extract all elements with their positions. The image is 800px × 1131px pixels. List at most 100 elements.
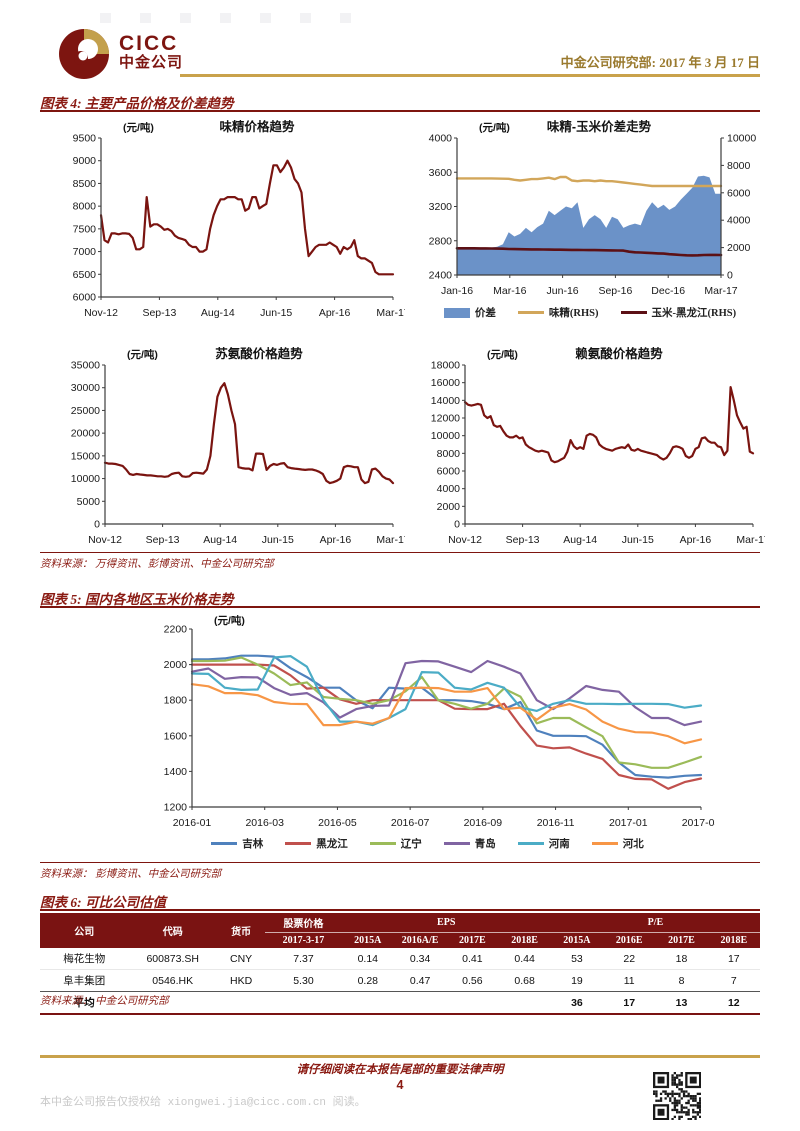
x-tick-label: Aug-14 [203,534,237,546]
y-tick-label-right: 6000 [727,187,751,199]
x-tick-label: Sep-13 [146,534,180,546]
table-cell: 8 [655,969,708,992]
table-cell: 13 [655,991,708,1015]
legend-item-辽宁: 辽宁 [369,836,422,851]
corn-price-by-region-svg: (元/吨) 1200 1400 1600 1800 2000 2200 2016-01 2016… [164,614,721,829]
threonine-price-trend-svg: 苏氨酸价格趋势 (元/吨) 0 5000 10000 15000 20000 25000 300… [71,346,410,546]
msg-corn-spread-chart: 味精-玉米价差走势 (元/吨) 2400 2800 3200 3600 4000 0 2000 4… [415,118,765,306]
chart-title: 苏氨酸价格趋势 [215,346,303,361]
x-tick-label: Dec-16 [651,285,685,297]
figure4-rule [40,110,760,112]
table-cell: 12 [707,991,760,1015]
line-辽宁 [190,656,703,769]
y-tick-label: 9500 [73,133,97,145]
lysine-price-trend-svg: 赖氨酸价格趋势 (元/吨) 0 2000 4000 6000 8000 10000 12000 1… [431,346,770,546]
header-rule [180,74,760,77]
table-cell [498,991,551,1015]
y-tick-label: 2400 [429,270,453,282]
x-tick-label: 2016-05 [318,817,357,829]
y-tick-label: 4000 [429,133,453,145]
x-tick-label: Sep-13 [142,307,176,319]
legend-label: 辽宁 [400,839,422,850]
table-cell: 11 [603,969,656,992]
legend-swatch [443,841,470,846]
table-cell: 0.44 [498,948,551,970]
y-tick-label: 1800 [164,695,188,707]
col-eps-2015a: 2015A [341,932,394,948]
faded-top-watermark [100,10,380,28]
y-tick-label: 30000 [71,382,100,394]
table-cell [265,991,342,1015]
table-cell: 0.68 [498,969,551,992]
table-cell [216,991,266,1015]
line-赖氨酸 [463,385,755,464]
x-tick-label: 2016-07 [391,817,430,829]
y-tick-label: 1200 [164,802,188,814]
y-tick-label: 8000 [73,201,97,213]
table-cell: 平均 [40,991,129,1015]
lysine-price-chart: 赖氨酸价格趋势 (元/吨) 0 2000 4000 6000 8000 10000 12000 1… [415,345,770,555]
col-eps-2016ae: 2016A/E [393,932,447,948]
x-tick-label: Mar-17 [376,307,405,319]
figure4-name: 主要产品价格及价差趋势 [85,96,234,111]
table-cell: HKD [216,969,266,992]
figure5-name: 国内各地区玉米价格走势 [85,592,234,607]
y-tick-label-right: 8000 [727,160,751,172]
line-河南 [190,654,703,727]
msg-corn-spread-svg: 味精-玉米价差走势 (元/吨) 2400 2800 3200 3600 4000 0 2000 4… [429,119,757,297]
x-tick-label: Aug-14 [201,307,235,319]
col-code: 代码 [128,913,217,948]
x-tick-label: Apr-16 [319,307,351,319]
table-cell: 阜丰集团 [40,969,129,992]
col-price: 股票价格 [265,913,342,933]
legend-item-河南: 河南 [517,836,570,851]
y-tick-label-right: 2000 [727,242,751,254]
table-cell [446,991,499,1015]
area-价差 [457,175,721,275]
legend-label: 青岛 [474,839,496,850]
legend-swatch [517,310,544,315]
table-cell: 7 [707,969,760,992]
line-苏氨酸 [103,382,395,485]
col-pe-2015a: 2015A [550,932,604,948]
figure6-rule [40,909,760,911]
y-tick-label: 6000 [73,292,97,304]
table-cell: 5.30 [265,969,342,992]
line-河北 [190,683,703,745]
x-tick-label: 2016-11 [537,817,575,829]
table-cell: 0.47 [393,969,447,992]
y-tick-label: 7500 [73,223,97,235]
y-tick-label: 7000 [73,246,97,258]
research-dept-date: 中金公司研究部: 2017 年 3 月 17 日 [560,55,760,70]
x-tick-label: Jun-15 [260,307,292,319]
spread-chart-legend: 价差 味精(RHS) 玉米-黑龙江(RHS) [415,305,765,320]
x-tick-label: Jun-16 [547,285,579,297]
table-cell: 0.41 [446,948,499,970]
table-cell: 19 [550,969,604,992]
valuation-table-wrap: 公司 代码 货币 股票价格 EPS P/E 2017-3-17 2015A 20… [40,913,760,1015]
y-tick-label: 12000 [431,413,460,425]
y-tick-label: 9000 [73,155,97,167]
line-青岛 [190,659,703,727]
col-pe-2018e: 2018E [707,932,760,948]
legend-item-价差: 价差 [443,305,496,320]
legend-swatch [285,841,312,846]
x-tick-label: Apr-16 [680,534,712,546]
y-tick-label: 3200 [429,201,453,213]
x-tick-label: Aug-14 [563,534,597,546]
table-cell: 0.14 [341,948,394,970]
msg-price-chart: 味精价格趋势 (元/吨) 6000 6500 7000 7500 8000 8500 9000 9… [55,118,410,328]
y-tick-label: 2000 [437,501,461,513]
table-cell: 600873.SH [128,948,217,970]
page-number: 4 [396,1078,404,1092]
valuation-table: 公司 代码 货币 股票价格 EPS P/E 2017-3-17 2015A 20… [40,913,760,1015]
table-cell: 0.34 [393,948,447,970]
y-tick-label: 10000 [71,473,100,485]
legend-swatch [620,310,647,315]
y-tick-label: 1600 [164,730,188,742]
y-tick-label: 0 [454,519,460,531]
x-tick-label: Jan-16 [441,285,473,297]
figure6-name: 可比公司估值 [85,895,166,910]
legend-label: 吉林 [242,839,264,850]
